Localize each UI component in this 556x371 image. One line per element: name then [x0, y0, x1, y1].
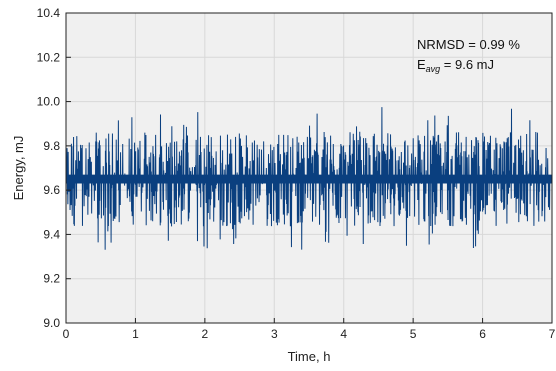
plot-frame: [65, 12, 553, 324]
y-tick-label: 9.8: [43, 139, 60, 153]
y-tick-label: 9.6: [43, 183, 60, 197]
y-tick-label: 9.4: [43, 227, 60, 241]
x-tick-label: 7: [549, 327, 556, 341]
x-tick-label: 0: [63, 327, 70, 341]
y-ticks: 9.0 9.2 9.4 9.6 9.8 10.0 10.2 10.4: [37, 6, 71, 330]
eavg-value: = 9.6 mJ: [440, 57, 494, 72]
eavg-annotation: Eavg = 9.6 mJ: [417, 57, 494, 74]
series-group: [65, 107, 553, 250]
eavg-symbol: E: [417, 57, 426, 72]
y-axis-title: Energy, mJ: [11, 136, 26, 201]
nrmsd-annotation: NRMSD = 0.99 %: [417, 37, 520, 52]
y-tick-label: 9.0: [43, 316, 60, 330]
y-tick-label: 9.2: [43, 272, 60, 286]
x-tick-label: 3: [271, 327, 278, 341]
x-axis-title: Time, h: [288, 349, 331, 364]
y-tick-label: 10.2: [37, 50, 61, 64]
x-tick-label: 5: [410, 327, 417, 341]
energy-series-line: [65, 107, 553, 250]
x-tick-label: 6: [479, 327, 486, 341]
x-tick-label: 4: [340, 327, 347, 341]
x-tick-label: 1: [132, 327, 139, 341]
eavg-subscript: avg: [426, 64, 441, 74]
x-tick-label: 2: [202, 327, 209, 341]
y-tick-label: 10.0: [37, 95, 61, 109]
x-ticks: 0 1 2 3 4 5 6 7: [63, 318, 556, 341]
y-tick-label: 10.4: [37, 6, 61, 20]
